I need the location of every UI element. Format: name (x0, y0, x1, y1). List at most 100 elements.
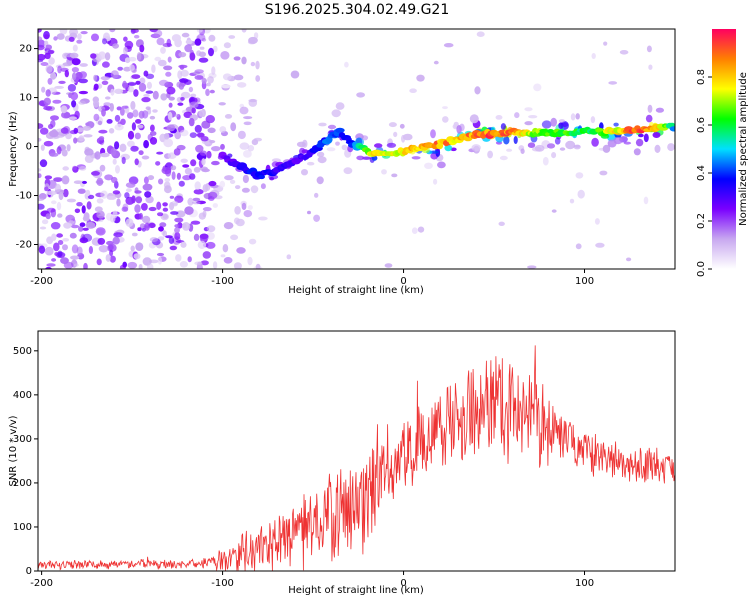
spectrogram-cell (77, 33, 82, 40)
spectrogram-cell (135, 242, 144, 251)
spectrogram-cell (127, 86, 135, 93)
spectrogram-cell (248, 36, 258, 44)
spectrogram-cell (559, 147, 566, 151)
spectrogram-cell (199, 233, 209, 240)
spectrogram-cell (307, 161, 315, 166)
spectrogram-cell (647, 104, 653, 113)
snr-y-label: SNR (10 * v/v) (8, 415, 19, 486)
spectrogram-cell (134, 190, 142, 194)
spectrogram-cell (125, 182, 136, 188)
spectrogram-cell (157, 256, 163, 265)
spectrogram-cell (155, 161, 161, 166)
spectrogram-cell (158, 178, 164, 185)
spectrogram-cell (166, 38, 172, 47)
spectrogram-cell (212, 45, 218, 53)
spectrogram-cell (442, 106, 448, 110)
spectrogram-cell (182, 164, 190, 168)
spectrogram-cell (184, 206, 194, 215)
spectrogram-cell (62, 238, 70, 242)
x-tick-label: 0 (400, 578, 406, 589)
spectrogram-cell (109, 29, 116, 33)
spectrogram-cell (114, 123, 124, 131)
spectrogram-cell (498, 221, 505, 226)
spectrogram-cell (123, 66, 131, 72)
spectrogram-cell (318, 122, 327, 127)
spectrogram-cell (194, 38, 202, 46)
spectrogram-cell (202, 251, 211, 259)
spectrogram-cell (228, 35, 236, 39)
spectrogram-cell (43, 140, 54, 147)
spectrogram-cell (182, 223, 187, 229)
spectrogram-cell (181, 32, 190, 38)
spectrogram-cell (99, 152, 110, 158)
spectrogram-cell (124, 40, 134, 50)
spectrogram-cell (78, 100, 86, 105)
spectrogram-cell (645, 114, 653, 123)
spectrogram-cell (206, 225, 216, 233)
spectrogram-cell (94, 206, 103, 212)
spectrogram-cell (68, 116, 77, 120)
spectrogram-cell (62, 62, 72, 67)
spectrogram-cell (82, 215, 90, 222)
spectrogram-cell (131, 74, 141, 79)
spectrogram-cell (255, 75, 261, 82)
spectrogram-cell (220, 143, 225, 150)
spectrogram-cell (57, 240, 64, 245)
spectrogram-cell (38, 53, 46, 61)
spectrogram-cell (424, 162, 433, 169)
spectrogram-cell (142, 183, 153, 191)
spectrogram-cell (643, 133, 649, 143)
spectrogram-cell (106, 240, 114, 246)
spectrogram-cell (125, 218, 134, 227)
spectrogram-cell (591, 137, 599, 147)
spectrogram-cell (301, 169, 308, 176)
spectrogram-cell (53, 36, 58, 41)
spectrogram-cell (156, 151, 164, 155)
spectrogram-cell (149, 137, 158, 145)
spectrogram-cell (255, 60, 260, 70)
spectrogram-cell (174, 38, 182, 48)
spectrogram-cell (50, 222, 61, 230)
spectrogram-cell (168, 102, 173, 108)
spectrogram-cell (222, 73, 232, 81)
spectrogram-cell (313, 214, 320, 222)
spectrogram-cell (38, 197, 45, 201)
x-tick-label: 0 (400, 276, 406, 287)
spectrogram-cell (160, 93, 168, 101)
spectrogram-cell (139, 212, 143, 220)
spectrogram-cell (243, 210, 253, 218)
spectrogram-cell (40, 127, 49, 135)
spectrogram-cell (603, 41, 608, 46)
spectrogram-cell (104, 52, 111, 61)
spectrogram-cell (471, 144, 481, 152)
spectrogram-ridge-cell (258, 174, 266, 180)
spectrogram-cell (150, 124, 155, 132)
spectrogram-cell (224, 175, 234, 181)
spectrogram-cell (93, 100, 100, 108)
spectrogram-cell (143, 93, 150, 98)
spectrogram-cell (205, 88, 210, 97)
spectrogram-cell (506, 148, 513, 152)
spectrogram-cell (144, 222, 150, 231)
spectrogram-cell (356, 92, 365, 98)
spectrogram-cell (229, 179, 236, 184)
spectrogram-cell (260, 183, 266, 190)
spectrogram-cell (189, 132, 197, 139)
y-tick-label: 100 (13, 522, 32, 533)
spectrogram-cell (73, 263, 79, 267)
spectrogram-cell (56, 201, 62, 211)
spectrogram-cell (223, 257, 233, 264)
spectrogram-cell (141, 203, 148, 211)
spectrogram-cell (68, 36, 75, 42)
spectrogram-cell (667, 143, 675, 152)
spectrogram-cell (168, 96, 175, 101)
spectrogram-cell (239, 106, 249, 115)
spectrogram-cell (164, 133, 170, 140)
spectrogram-cell (84, 155, 94, 163)
spectrogram-cell (106, 119, 113, 124)
spectrogram-cell (205, 115, 215, 124)
spectrogram-cell (193, 166, 201, 173)
spectrogram-cell (180, 241, 187, 248)
spectrogram-cell (131, 195, 136, 204)
spectrogram-cell (196, 29, 203, 33)
